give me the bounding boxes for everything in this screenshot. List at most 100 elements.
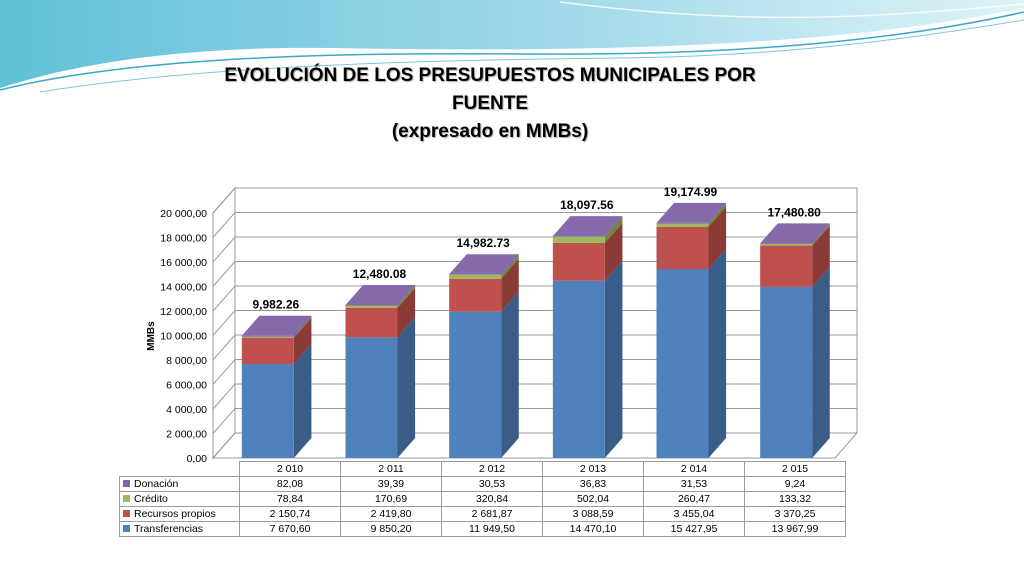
- bar-side-recursos-propios: [501, 258, 519, 312]
- data-table-row-recursos-propios: Recursos propios 2 150,74 2 419,80 2 681…: [119, 506, 846, 522]
- legend-label: Donación: [134, 478, 179, 490]
- table-cell: 14 470,10: [542, 521, 644, 537]
- table-cell: 82,08: [239, 476, 341, 492]
- table-cell: 3 088,59: [542, 506, 644, 522]
- bar-segment-transferencias: [552, 280, 605, 458]
- bar-side-transferencias: [501, 291, 519, 458]
- bar-side-donaci-n: [604, 216, 623, 237]
- bar-segment-transferencias: [760, 286, 813, 458]
- y-tick-label: 2 000,00: [166, 429, 207, 441]
- legend-label: Crédito: [134, 493, 168, 505]
- bar-side-cr-dito: [604, 216, 623, 243]
- bar-segment-recursos-propios: [449, 278, 502, 312]
- table-cell: 3 370,25: [744, 506, 846, 522]
- bar-side-donaci-n: [397, 285, 416, 306]
- bar-side-recursos-propios: [708, 206, 727, 270]
- legend-swatch-recursos-propios: [123, 509, 130, 517]
- table-cell: 133,32: [744, 491, 846, 507]
- y-axis-title: MMBs: [146, 321, 157, 351]
- bar-side-cr-dito: [293, 316, 312, 338]
- legend-key: Recursos propios: [119, 506, 240, 522]
- y-tick-label: 16 000,00: [160, 257, 207, 269]
- table-cell: 320,84: [441, 491, 543, 507]
- bar-side-transferencias: [397, 317, 416, 458]
- table-cell: 260,47: [643, 491, 745, 507]
- data-table-corner: [120, 462, 240, 477]
- table-cell: 3 455,04: [643, 506, 745, 522]
- category-label: 2 010: [239, 461, 341, 477]
- legend-key: Transferencias: [119, 521, 240, 537]
- table-cell: 13 967,99: [744, 521, 846, 537]
- table-cell: 9 850,20: [340, 521, 442, 537]
- table-cell: 2 150,74: [239, 506, 341, 522]
- gridline: [212, 432, 857, 459]
- title-line-2: FUENTE: [452, 93, 528, 114]
- gridline: [212, 187, 857, 214]
- bar-side-transferencias: [708, 249, 727, 458]
- header-wave-decoration: [0, 0, 1024, 93]
- gridline: [212, 285, 857, 312]
- bar-segment-cr-dito: [656, 223, 709, 227]
- bar-segment-donaci-n: [345, 305, 398, 306]
- bar-segment-donaci-n: [552, 236, 605, 237]
- category-label: 2 012: [441, 461, 543, 477]
- legend-key: Crédito: [119, 491, 240, 507]
- bar-segment-donaci-n: [760, 243, 813, 244]
- gridline: [212, 261, 857, 287]
- bar-segment-cr-dito: [552, 236, 605, 243]
- table-cell: 36,83: [542, 476, 644, 492]
- table-cell: 31,53: [643, 476, 745, 492]
- bar-segment-cr-dito: [345, 305, 398, 308]
- y-tick-label: 18 000,00: [160, 233, 207, 245]
- bar-side-cr-dito: [397, 285, 416, 308]
- category-label: 2 013: [542, 461, 644, 477]
- bar-total-label: 14,982.73: [456, 236, 510, 250]
- bar-top-cap: [241, 315, 312, 336]
- bar-segment-donaci-n: [449, 274, 502, 275]
- data-table-row-donacion: Donación 82,08 39,39 30,53 36,83 31,53 9…: [119, 476, 846, 492]
- legend-label: Transferencias: [134, 523, 204, 535]
- bar-segment-transferencias: [449, 311, 502, 458]
- category-label: 2 011: [340, 461, 442, 477]
- category-label: 2 015: [744, 461, 846, 477]
- bar-segment-recursos-propios: [552, 242, 605, 281]
- bar-segment-cr-dito: [760, 243, 813, 246]
- bar-side-cr-dito: [812, 223, 830, 246]
- bar-top-cap: [345, 285, 416, 306]
- bar-side-recursos-propios: [293, 317, 312, 365]
- bar-segment-recursos-propios: [345, 307, 398, 338]
- bar-side-donaci-n: [293, 315, 312, 337]
- y-tick-label: 14 000,00: [160, 282, 207, 294]
- y-tick-label: 0,00: [187, 453, 208, 465]
- legend-label: Recursos propios: [134, 508, 216, 520]
- gridline: [212, 334, 857, 361]
- table-cell: 11 949,50: [441, 521, 543, 537]
- bar-side-recursos-propios: [397, 287, 416, 338]
- bar-top-cap: [656, 202, 727, 223]
- bar-total-label: 18,097.56: [560, 198, 614, 212]
- data-table-row-credito: Crédito 78,84 170,69 320,84 502,04 260,4…: [119, 491, 846, 507]
- legend-key: Donación: [119, 476, 240, 492]
- bar-segment-cr-dito: [241, 336, 294, 338]
- y-tick-label: 8 000,00: [166, 355, 207, 367]
- table-cell: 9,24: [744, 476, 846, 492]
- bar-total-label: 19,174.99: [664, 185, 718, 199]
- bar-top-cap: [552, 216, 623, 237]
- legend-swatch-credito: [123, 494, 130, 502]
- bar-side-cr-dito: [708, 203, 727, 227]
- y-tick-label: 4 000,00: [166, 404, 207, 416]
- bar-side-donaci-n: [812, 223, 830, 244]
- bar-side-recursos-propios: [604, 222, 623, 281]
- bar-segment-transferencias: [656, 269, 709, 458]
- table-cell: 7 670,60: [239, 521, 341, 537]
- data-table-header-row: 2 010 2 011 2 012 2 013 2 014 2 015: [120, 461, 846, 477]
- data-table: 2 010 2 011 2 012 2 013 2 014 2 015 Dona…: [119, 461, 846, 537]
- y-tick-label: 6 000,00: [166, 380, 207, 392]
- gridline: [212, 310, 857, 336]
- slide-title: EVOLUCIÓN DE LOS PRESUPUESTOS MUNICIPALE…: [150, 62, 830, 146]
- bar-segment-recursos-propios: [760, 245, 813, 287]
- bar-side-cr-dito: [501, 254, 519, 279]
- title-line-1: EVOLUCIÓN DE LOS PRESUPUESTOS MUNICIPALE…: [224, 65, 756, 86]
- gridline: [212, 383, 857, 410]
